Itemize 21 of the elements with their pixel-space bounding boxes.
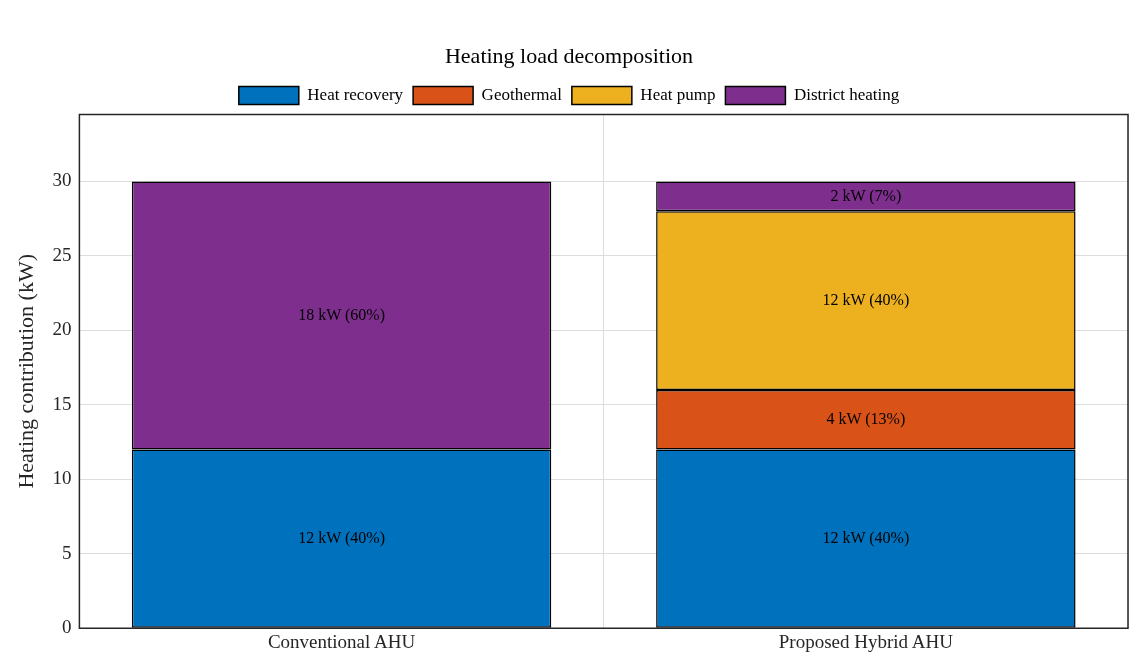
data-label: 12 kW (40%)	[822, 290, 910, 309]
chart-title: Heating load decomposition	[444, 42, 694, 68]
x-tick-label: Proposed Hybrid AHU	[778, 630, 954, 652]
y-tick-label: 20	[52, 318, 72, 340]
x-tick-label: Conventional AHU	[267, 630, 416, 652]
data-label: 2 kW (7%)	[830, 186, 902, 205]
y-tick-label: 0	[61, 616, 72, 638]
y-tick-label: 25	[52, 243, 72, 265]
y-tick-label: 5	[61, 541, 72, 563]
y-tick-label: 10	[52, 467, 72, 489]
legend-label: Geothermal	[481, 84, 563, 104]
y-axis-title: Heating contribution (kW)	[12, 254, 38, 489]
data-label: 18 kW (60%)	[298, 305, 385, 324]
legend-label: Heat recovery	[307, 84, 404, 104]
data-label: 12 kW (40%)	[822, 528, 910, 547]
data-label: 12 kW (40%)	[298, 528, 385, 547]
y-tick-label: 30	[52, 169, 72, 191]
legend-label: Heat pump	[640, 84, 716, 104]
data-label: 4 kW (13%)	[826, 409, 906, 428]
legend-label: District heating	[793, 84, 900, 104]
y-tick-label: 15	[52, 392, 72, 414]
